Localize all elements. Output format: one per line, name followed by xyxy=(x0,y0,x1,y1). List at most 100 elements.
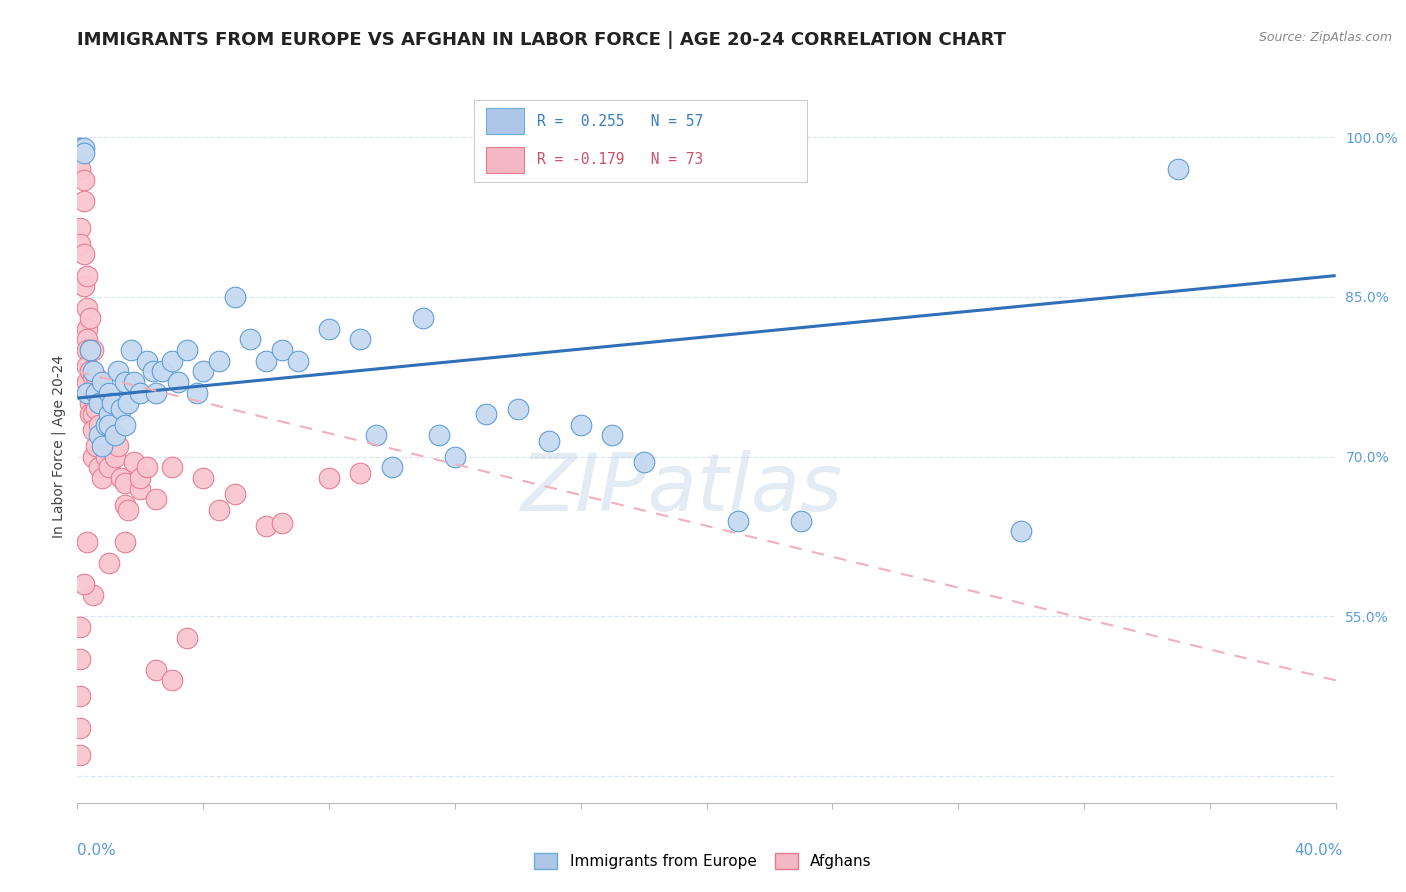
Point xyxy=(160,460,183,475)
Point xyxy=(114,375,136,389)
FancyBboxPatch shape xyxy=(486,109,524,134)
Point xyxy=(349,466,371,480)
Point xyxy=(208,353,231,368)
Point xyxy=(191,471,215,485)
Point xyxy=(84,439,107,453)
Point xyxy=(129,482,152,496)
Point xyxy=(79,407,101,421)
Point xyxy=(91,375,114,389)
Point xyxy=(69,141,91,155)
Point xyxy=(1167,162,1189,177)
Point xyxy=(76,268,98,283)
Point xyxy=(76,385,98,400)
Point xyxy=(79,311,101,326)
Point xyxy=(727,514,749,528)
Point xyxy=(167,375,190,389)
Point xyxy=(254,519,277,533)
Point xyxy=(76,343,98,358)
Point xyxy=(76,375,98,389)
Text: IMMIGRANTS FROM EUROPE VS AFGHAN IN LABOR FORCE | AGE 20-24 CORRELATION CHART: IMMIGRANTS FROM EUROPE VS AFGHAN IN LABO… xyxy=(77,31,1007,49)
Point xyxy=(569,417,592,432)
Point xyxy=(135,353,157,368)
Point xyxy=(89,460,111,475)
Point xyxy=(208,503,231,517)
Point xyxy=(287,353,309,368)
Point xyxy=(69,236,91,251)
Y-axis label: In Labor Force | Age 20-24: In Labor Force | Age 20-24 xyxy=(52,354,66,538)
Point xyxy=(349,333,371,347)
Point xyxy=(82,588,104,602)
Point xyxy=(1010,524,1032,539)
Text: 40.0%: 40.0% xyxy=(1295,843,1343,858)
Point xyxy=(114,498,136,512)
Point xyxy=(176,343,198,358)
Point xyxy=(117,503,139,517)
Point xyxy=(84,369,107,384)
Point xyxy=(224,290,246,304)
Point xyxy=(79,343,101,358)
Point xyxy=(72,247,94,261)
Text: R =  0.255   N = 57: R = 0.255 N = 57 xyxy=(537,114,703,128)
Point xyxy=(76,333,98,347)
Point xyxy=(72,146,94,161)
Point xyxy=(82,369,104,384)
Point xyxy=(114,417,136,432)
Point xyxy=(186,385,208,400)
Point xyxy=(122,455,145,469)
Point xyxy=(444,450,467,464)
Point xyxy=(191,364,215,378)
Point xyxy=(69,620,91,634)
Point xyxy=(69,141,91,155)
Point xyxy=(224,487,246,501)
Point xyxy=(381,460,404,475)
Point xyxy=(97,417,120,432)
Point xyxy=(145,492,167,507)
Point xyxy=(475,407,498,421)
Point xyxy=(69,652,91,666)
Point xyxy=(366,428,388,442)
Point xyxy=(104,428,127,442)
Point xyxy=(76,301,98,315)
Point xyxy=(82,343,104,358)
Point xyxy=(107,364,129,378)
Point xyxy=(318,322,340,336)
Point xyxy=(412,311,434,326)
Point xyxy=(76,534,98,549)
Point xyxy=(145,663,167,677)
Point xyxy=(150,364,173,378)
Legend: Immigrants from Europe, Afghans: Immigrants from Europe, Afghans xyxy=(529,847,877,875)
Point xyxy=(129,471,152,485)
Point xyxy=(72,172,94,186)
Point xyxy=(122,375,145,389)
Point xyxy=(270,343,292,358)
Text: 0.0%: 0.0% xyxy=(77,843,117,858)
Point xyxy=(114,534,136,549)
Point xyxy=(239,333,262,347)
Point xyxy=(104,450,127,464)
Point xyxy=(82,423,104,437)
Point xyxy=(79,343,101,358)
Point xyxy=(97,556,120,570)
Point xyxy=(120,343,142,358)
Point xyxy=(89,417,111,432)
Point xyxy=(84,385,107,400)
Point xyxy=(101,428,124,442)
Point xyxy=(84,401,107,416)
Point xyxy=(97,460,120,475)
Point xyxy=(82,364,104,378)
Point xyxy=(427,428,450,442)
Point xyxy=(97,407,120,421)
Point xyxy=(94,417,117,432)
Point xyxy=(506,401,529,416)
Point xyxy=(97,407,120,421)
Point xyxy=(101,396,124,410)
Point xyxy=(89,428,111,442)
FancyBboxPatch shape xyxy=(474,100,807,182)
Point xyxy=(538,434,561,448)
Point xyxy=(79,396,101,410)
Point xyxy=(72,577,94,591)
Point xyxy=(82,391,104,405)
Point xyxy=(91,428,114,442)
Point xyxy=(633,455,655,469)
Point xyxy=(76,359,98,373)
